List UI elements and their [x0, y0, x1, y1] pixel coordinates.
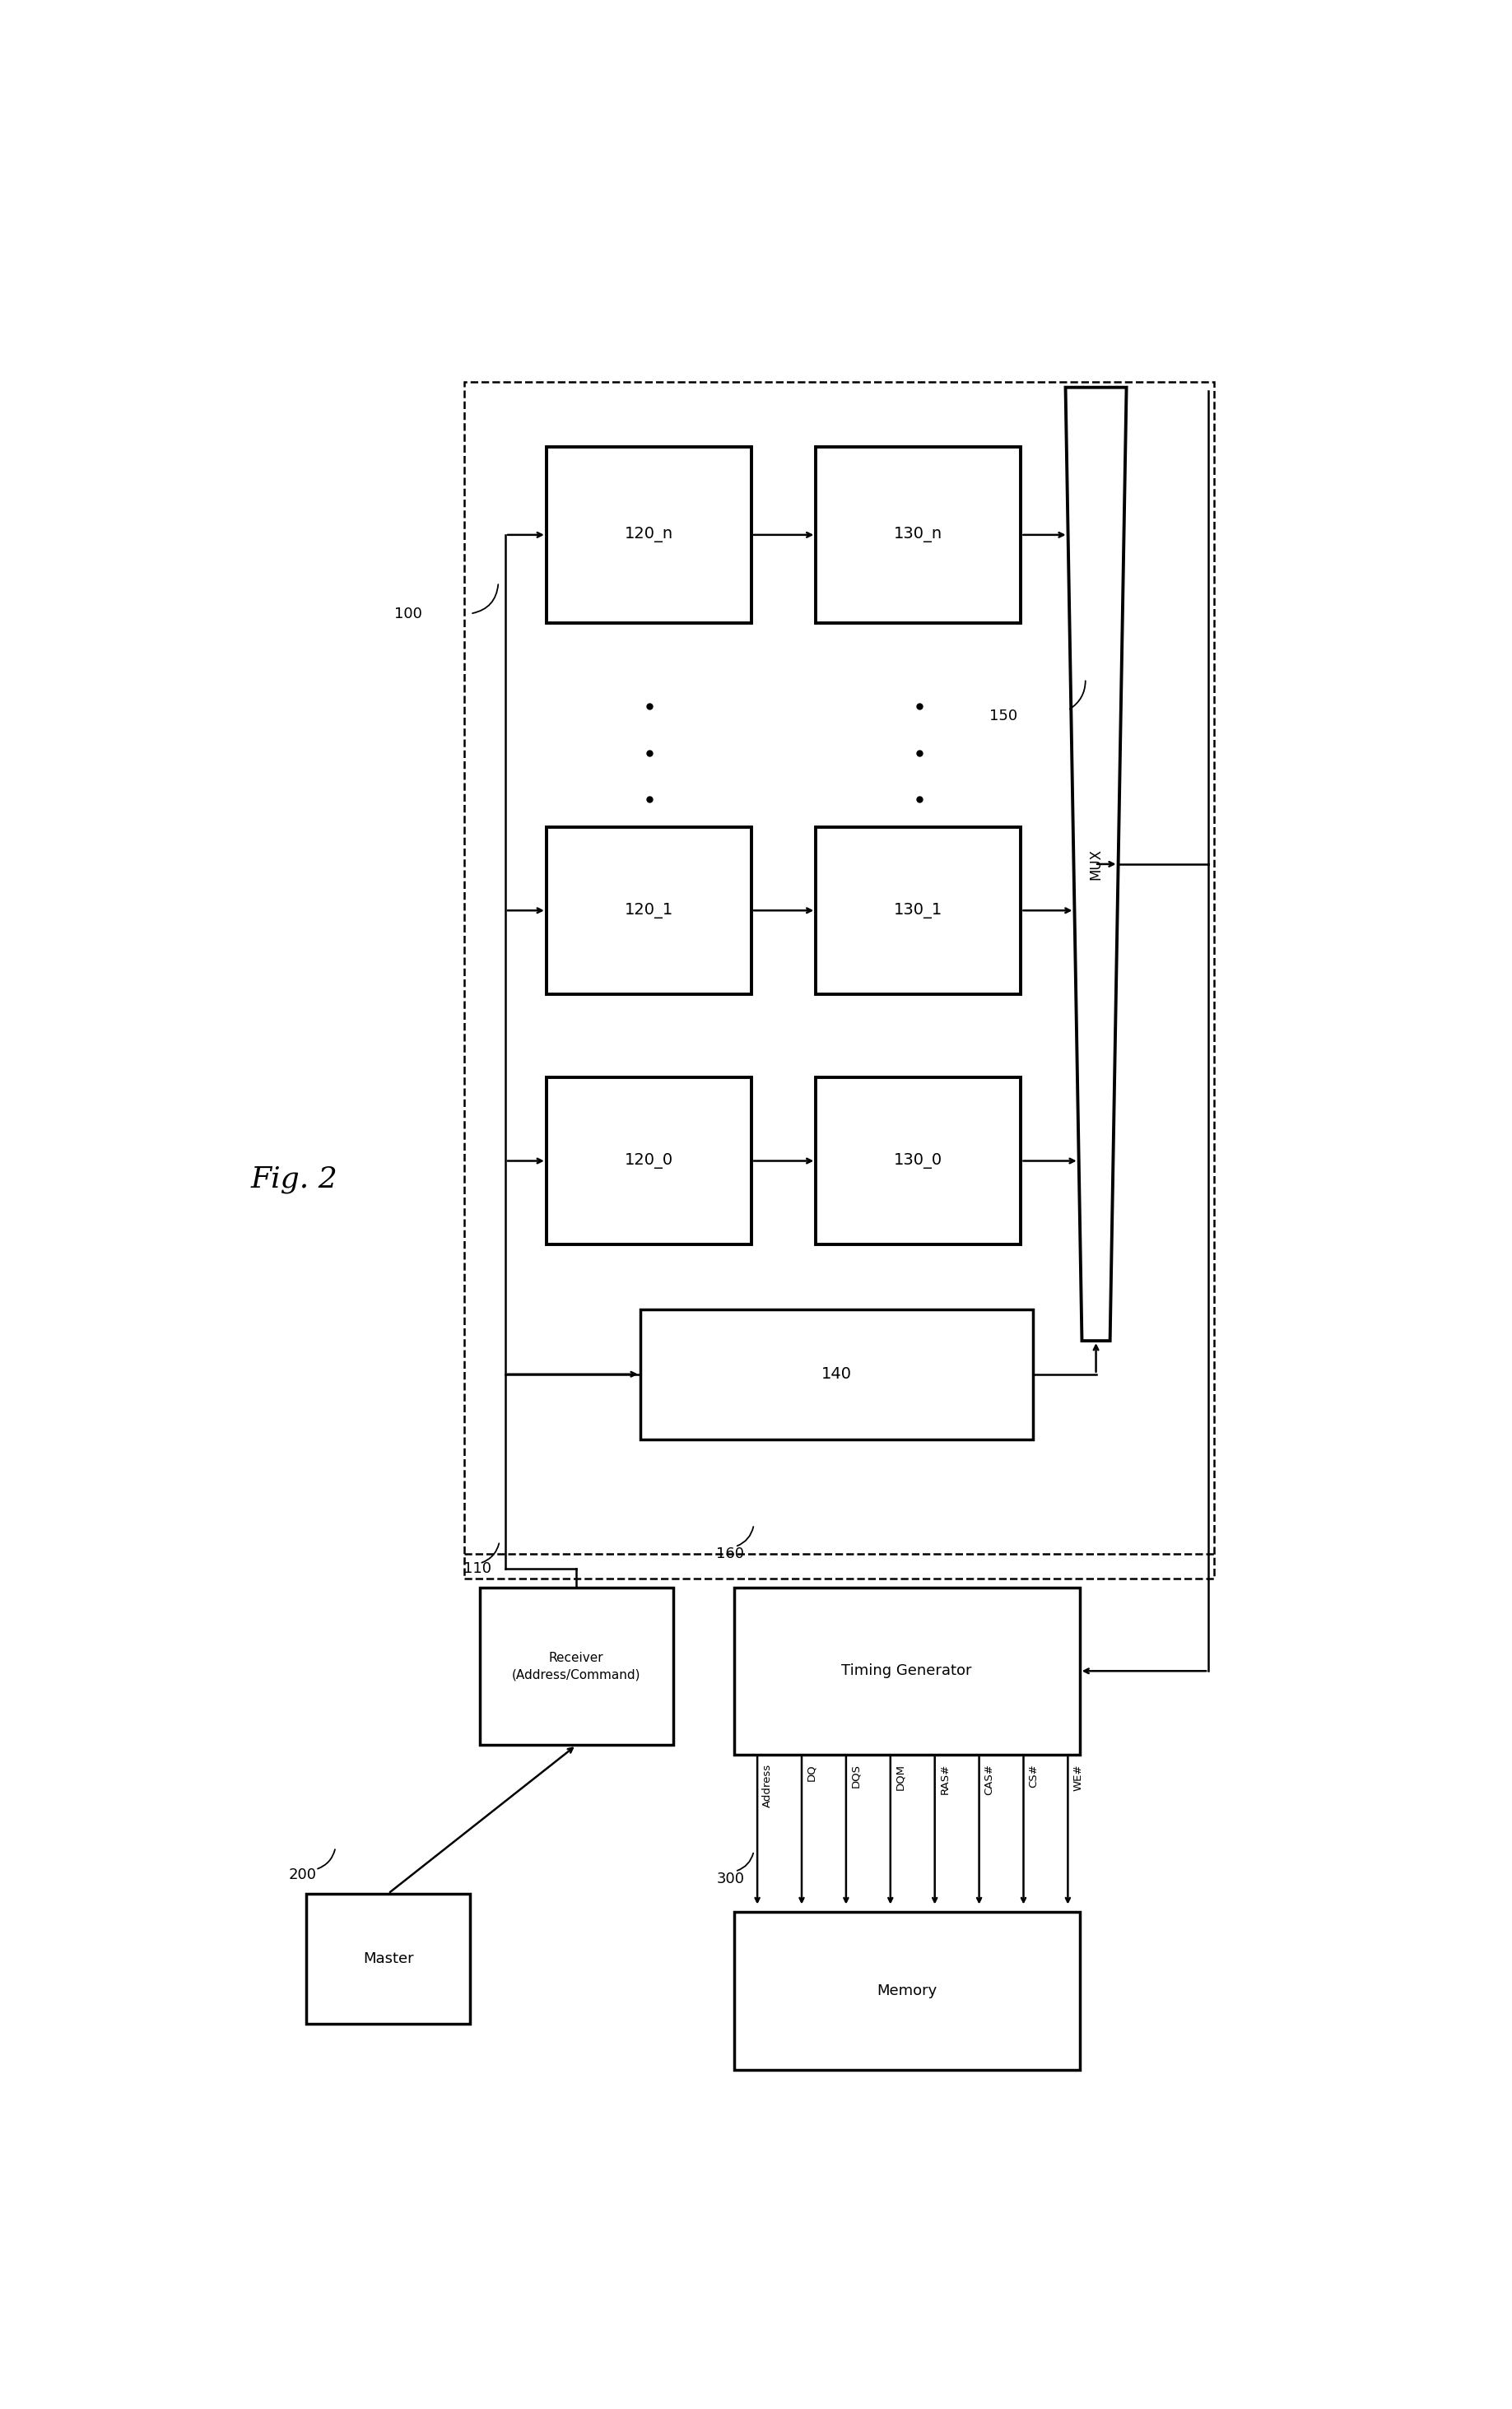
Text: 120_0: 120_0 [624, 1154, 673, 1168]
Text: Address: Address [762, 1763, 773, 1807]
Polygon shape [1066, 388, 1126, 1342]
Bar [479, 1588, 673, 1744]
Text: 160: 160 [717, 1547, 744, 1561]
Bar [546, 446, 751, 624]
Text: 130_1: 130_1 [894, 903, 943, 918]
Text: MUX: MUX [1089, 848, 1104, 879]
Text: 130_0: 130_0 [894, 1154, 943, 1168]
Bar [546, 1077, 751, 1245]
Text: WE#: WE# [1072, 1763, 1083, 1790]
Bar [733, 1913, 1080, 2069]
Bar [305, 1893, 470, 2024]
Text: 300: 300 [717, 1872, 744, 1886]
Bar [816, 1077, 1021, 1245]
Text: 130_n: 130_n [894, 528, 943, 542]
Text: RAS#: RAS# [939, 1763, 950, 1795]
Text: CAS#: CAS# [984, 1763, 995, 1795]
Text: DQS: DQS [851, 1763, 862, 1787]
Bar [816, 446, 1021, 624]
Bar [640, 1310, 1033, 1438]
Text: 120_1: 120_1 [624, 903, 673, 918]
Text: CS#: CS# [1028, 1763, 1039, 1787]
Bar [464, 381, 1214, 1578]
Text: DQM: DQM [895, 1763, 906, 1790]
Text: Timing Generator: Timing Generator [842, 1665, 972, 1679]
Bar [816, 826, 1021, 995]
Text: 110: 110 [463, 1561, 491, 1575]
Bar [733, 1588, 1080, 1754]
Text: 200: 200 [289, 1867, 316, 1881]
Text: Master: Master [363, 1951, 414, 1966]
Text: 120_n: 120_n [624, 528, 673, 542]
Bar [546, 826, 751, 995]
Text: Receiver
(Address/Command): Receiver (Address/Command) [513, 1653, 641, 1681]
Text: Memory: Memory [877, 1983, 937, 1999]
Text: DQ: DQ [806, 1763, 816, 1780]
Text: 150: 150 [989, 708, 1018, 723]
Text: 140: 140 [821, 1366, 851, 1383]
Text: 100: 100 [395, 607, 422, 622]
Text: Fig. 2: Fig. 2 [251, 1166, 339, 1192]
